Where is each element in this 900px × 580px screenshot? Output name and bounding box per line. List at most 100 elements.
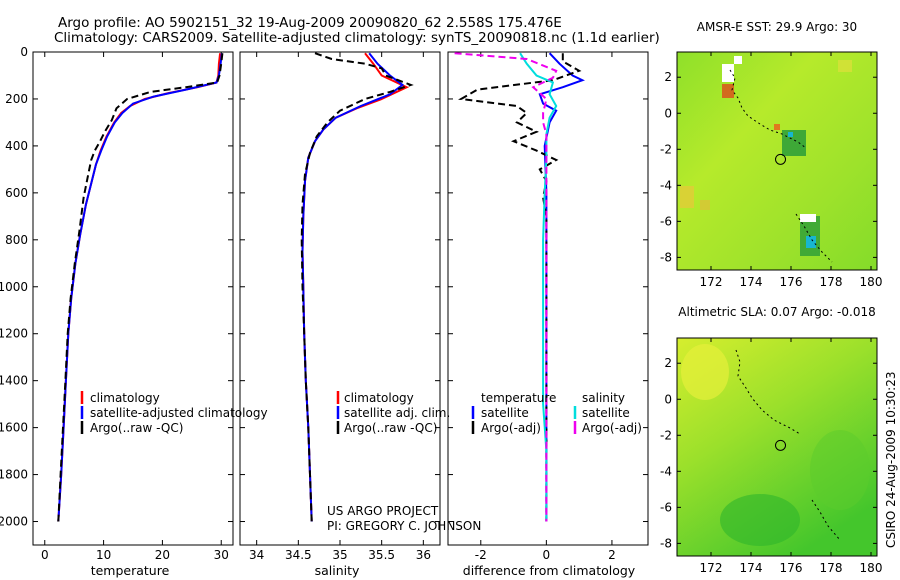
series-line-climatology [57, 53, 222, 522]
legend-climatology-label: climatology [344, 391, 414, 405]
sst-map-frame [676, 51, 878, 271]
legend-salinity-title: salinity [582, 391, 625, 405]
map-x-tick-label: 174 [740, 561, 763, 575]
map-x-tick-label: 180 [860, 275, 883, 289]
map-y-tick-label: -2 [660, 428, 672, 442]
series-line-satellite-adjusted-climatology [57, 53, 223, 522]
y-tick-label: 400 [5, 139, 28, 153]
x-tick-label: 34.5 [285, 548, 312, 562]
map-x-tick-label: 172 [700, 275, 723, 289]
x-tick-label: 10 [96, 548, 111, 562]
legend-satellite-label: satellite adj. clim. [344, 406, 450, 420]
legend-argo-label: Argo(..raw -QC) [90, 421, 183, 435]
legend-satellite-label: satellite-adjusted climatology [90, 406, 268, 420]
x-tick-label: 35 [332, 548, 347, 562]
sst-cyan-dot [788, 132, 793, 137]
sst-land-orange [722, 84, 734, 98]
y-tick-label: 200 [5, 92, 28, 106]
legend-sal-argo-label: Argo(-adj) [582, 421, 642, 435]
y-tick-label: 1600 [0, 421, 28, 435]
x-tick-label: 20 [155, 548, 170, 562]
map-x-tick-label: 178 [820, 275, 843, 289]
sst-warm-patch [838, 60, 852, 72]
sla-high-patch [681, 344, 729, 400]
sla-coastline [735, 349, 801, 435]
map-x-tick-label: 176 [780, 275, 803, 289]
salinity-legend: climatology satellite adj. clim. Argo(..… [336, 391, 450, 435]
legend-temperature-title: temperature [481, 391, 556, 405]
sla-map [677, 338, 877, 556]
x-tick-label: 2 [608, 548, 616, 562]
map-y-tick-label: -2 [660, 142, 672, 156]
project-name: US ARGO PROJECT [327, 504, 439, 518]
map-x-tick-label: 174 [740, 275, 763, 289]
project-pi: PI: GREGORY C. JOHNSON [327, 519, 481, 533]
difference-axes: -2 0 2 [448, 51, 648, 562]
series-line-argo-raw-qc- [57, 53, 224, 522]
difference-legend: temperature satellite Argo(-adj) salinit… [471, 391, 642, 435]
x-tick-label: -2 [475, 548, 487, 562]
x-tick-label: 30 [214, 548, 229, 562]
sst-map-axes: 172 174 176 178 180 2 0 -2 -4 -6 -8 [660, 52, 882, 289]
y-tick-label: 1400 [0, 374, 28, 388]
legend-temp-satellite-label: satellite [481, 406, 529, 420]
sst-warm-patch [680, 186, 694, 208]
legend-temp-argo-label: Argo(-adj) [481, 421, 541, 435]
map-y-tick-label: 0 [664, 106, 672, 120]
map-y-tick-label: -6 [660, 214, 672, 228]
temperature-plot-frame [32, 51, 234, 546]
figure-title-line2: Climatology: CARS2009. Satellite-adjuste… [54, 30, 660, 46]
y-tick-label: 1000 [0, 280, 28, 294]
legend-climatology-label: climatology [90, 391, 160, 405]
sst-land-white [734, 56, 742, 64]
series-line-climatology [301, 52, 410, 522]
y-tick-label: 800 [5, 233, 28, 247]
difference-series [454, 52, 585, 522]
map-y-tick-label: -4 [660, 464, 672, 478]
temperature-axes: 0 10 20 30 0 200 400 600 800 1000 1200 1400 1600 1800… [0, 45, 233, 562]
sst-map-title: AMSR-E SST: 29.9 Argo: 30 [697, 20, 857, 34]
map-x-tick-label: 180 [860, 561, 883, 575]
temperature-series [57, 53, 224, 522]
sst-cool-patch [806, 236, 816, 248]
map-x-tick-label: 172 [700, 561, 723, 575]
sst-warm-patch [700, 200, 710, 210]
y-tick-label: 2000 [0, 515, 28, 529]
series-line-satellite-adj-clim- [301, 52, 405, 522]
legend-argo-label: Argo(..raw -QC) [344, 421, 437, 435]
sla-low-patch [810, 430, 870, 510]
map-y-tick-label: -6 [660, 500, 672, 514]
y-tick-label: 1800 [0, 468, 28, 482]
temperature-xlabel: temperature [91, 563, 170, 578]
sla-low-patch [720, 494, 800, 546]
difference-xlabel: difference from climatology [463, 563, 636, 578]
x-tick-label: 0 [543, 548, 551, 562]
map-x-tick-label: 178 [820, 561, 843, 575]
series-line-salinity-argo-adj- [454, 52, 558, 522]
map-y-tick-label: 2 [664, 70, 672, 84]
series-line-temperature-argo-adj- [458, 53, 582, 522]
side-timestamp: CSIRO 24-Aug-2009 10:30:23 [884, 372, 898, 548]
temperature-legend: climatology satellite-adjusted climatolo… [80, 391, 268, 435]
y-tick-label: 600 [5, 186, 28, 200]
y-tick-label: 0 [20, 45, 28, 59]
series-line-argo-raw-qc- [300, 52, 414, 522]
sla-map-frame [676, 337, 878, 557]
sst-land-white [722, 64, 734, 82]
sst-map [677, 52, 877, 270]
sla-float-position-marker [775, 439, 787, 451]
sst-orange-dot [774, 124, 780, 130]
map-y-tick-label: -8 [660, 536, 672, 550]
sla-map-title: Altimetric SLA: 0.07 Argo: -0.018 [678, 305, 875, 319]
series-line-salinity-satellite [519, 52, 558, 522]
map-y-tick-label: -8 [660, 250, 672, 264]
sst-land-white [800, 214, 816, 222]
map-y-tick-label: 0 [664, 392, 672, 406]
salinity-series [300, 52, 414, 522]
map-x-tick-label: 176 [780, 561, 803, 575]
salinity-xlabel: salinity [315, 563, 360, 578]
sst-float-position-marker [775, 153, 787, 165]
sst-coastline [795, 213, 833, 263]
y-tick-label: 1200 [0, 327, 28, 341]
salinity-plot-frame [239, 51, 441, 546]
